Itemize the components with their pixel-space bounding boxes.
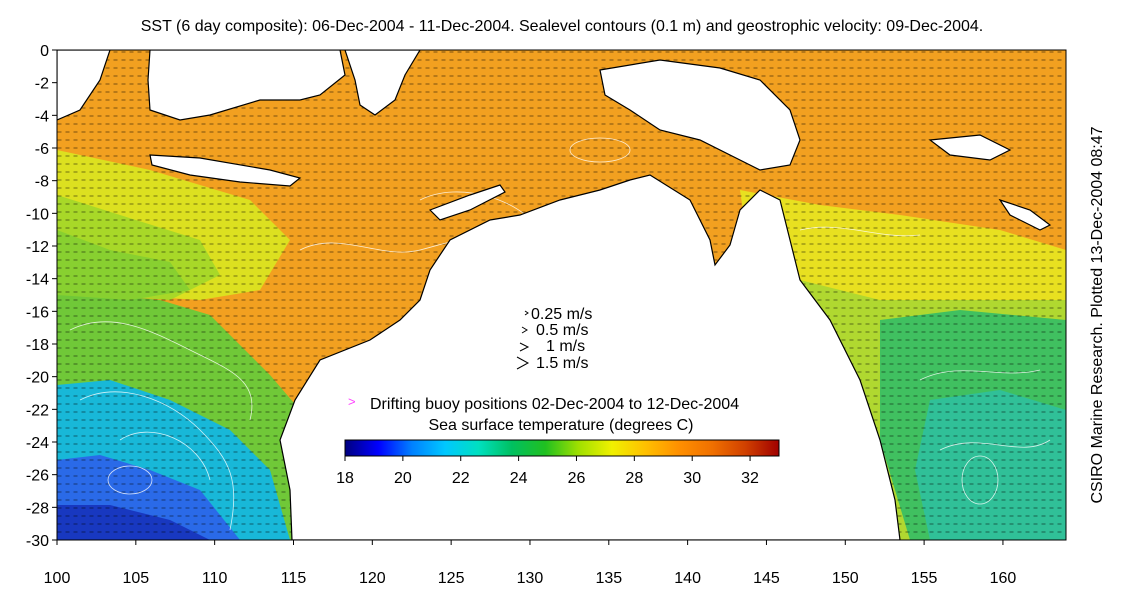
x-tick-label: 105 (122, 570, 149, 587)
y-tick-label: -2 (35, 76, 49, 93)
y-tick-label: -26 (26, 468, 49, 485)
land-new-britain (928, 134, 1012, 161)
colorbar: Sea surface temperature (degrees C) 18 20… (336, 417, 780, 487)
x-tick-label: 145 (753, 570, 780, 587)
buoy-legend-label: Drifting buoy positions 02-Dec-2004 to 1… (370, 396, 739, 413)
velocity-label-15: 1.5 m/s (536, 355, 588, 372)
y-tick-label: -22 (26, 402, 49, 419)
y-axis: 0 -2 -4 -6 -8 -10 -12 -14 -16 -18 -20 -22 -24 -26 -28 -… (26, 43, 57, 550)
colorbar-tick-label: 32 (741, 470, 759, 487)
buoy-marker: > (348, 394, 356, 409)
land-solomons (998, 198, 1052, 231)
velocity-arrow-15 (516, 356, 530, 370)
plot-frame (56, 49, 1067, 541)
x-tick-label: 140 (674, 570, 701, 587)
x-tick-label: 130 (517, 570, 544, 587)
y-tick-label: -16 (26, 304, 49, 321)
x-tick-label: 100 (44, 570, 71, 587)
colorbar-ticks: 18 20 22 24 26 28 30 32 (336, 456, 759, 487)
velocity-legend: 0.25 m/s 0.5 m/s 1 m/s 1.5 m/s (516, 306, 592, 372)
land-new-guinea (599, 59, 801, 171)
colorbar-title: Sea surface temperature (degrees C) (428, 417, 693, 434)
y-tick-label: 0 (40, 43, 49, 60)
x-axis: 100 105 110 115 120 125 130 135 140 145 150 155 160 (44, 540, 1017, 587)
land-sulawesi (344, 50, 421, 116)
colorbar-ramp (344, 439, 780, 457)
land-timor (428, 184, 506, 221)
y-tick-label: -28 (26, 500, 49, 517)
colorbar-tick-label: 26 (568, 470, 586, 487)
y-tick-label: -24 (26, 435, 49, 452)
y-tick-label: -20 (26, 370, 49, 387)
y-tick-label: -14 (26, 272, 49, 289)
velocity-label-05: 0.5 m/s (536, 322, 588, 339)
land-borneo (147, 50, 346, 121)
colorbar-tick-label: 20 (394, 470, 412, 487)
y-tick-label: -18 (26, 337, 49, 354)
velocity-arrow-1 (519, 342, 530, 352)
colorbar-tick-label: 28 (625, 470, 643, 487)
x-tick-label: 120 (359, 570, 386, 587)
y-tick-label: -4 (35, 108, 49, 125)
velocity-arrow-025 (524, 310, 529, 316)
y-tick-label: -12 (26, 239, 49, 256)
land-java (149, 154, 302, 187)
y-tick-label: -6 (35, 141, 49, 158)
x-tick-label: 160 (990, 570, 1017, 587)
x-tick-label: 115 (281, 570, 307, 587)
y-tick-label: -30 (26, 533, 49, 550)
x-tick-label: 150 (832, 570, 859, 587)
land-sumatra (57, 50, 111, 121)
y-tick-label: -10 (26, 206, 49, 223)
x-tick-label: 110 (202, 570, 228, 587)
sealevel-contours (69, 137, 1051, 531)
velocity-label-1: 1 m/s (546, 338, 585, 355)
buoy-legend: > Drifting buoy positions 02-Dec-2004 to… (348, 394, 739, 413)
colorbar-tick-label: 18 (336, 470, 354, 487)
colorbar-tick-label: 22 (452, 470, 470, 487)
y-tick-label: -8 (35, 174, 49, 191)
x-tick-label: 155 (911, 570, 938, 587)
map-title: SST (6 day composite): 06-Dec-2004 - 11-… (140, 18, 984, 35)
colorbar-tick-label: 30 (683, 470, 701, 487)
x-tick-label: 135 (595, 570, 622, 587)
velocity-arrow-05 (521, 326, 528, 334)
x-tick-label: 125 (438, 570, 465, 587)
velocity-label-025: 0.25 m/s (531, 306, 592, 323)
colorbar-tick-label: 24 (510, 470, 528, 487)
